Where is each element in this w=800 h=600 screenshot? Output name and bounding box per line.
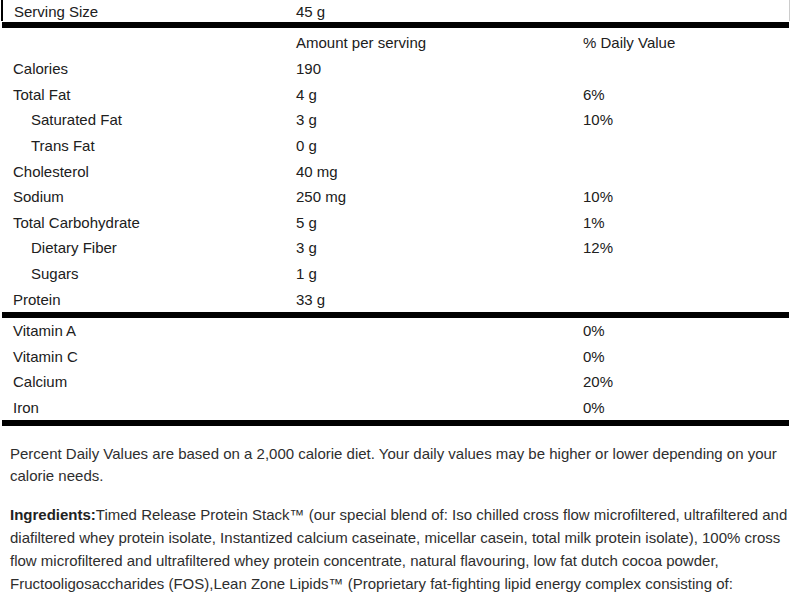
table-row: Iron 0% [0,395,800,421]
nutrient-amount: 3 g [296,239,583,256]
nutrient-label: Vitamin A [0,322,296,339]
nutrient-amount: 1 g [296,265,583,282]
table-right-border [789,0,790,21]
table-row: Dietary Fiber 3 g 12% [0,235,800,261]
daily-value-header: % Daily Value [583,34,800,51]
nutrient-label: Sugars [0,265,296,282]
amount-per-serving-header: Amount per serving [296,34,583,51]
nutrient-amount: 5 g [296,214,583,231]
table-row: Vitamin A 0% [0,318,800,344]
nutrient-amount: 40 mg [296,163,583,180]
thick-divider-bottom [2,420,789,426]
table-row: Sugars 1 g [0,261,800,287]
serving-size-value: 45 g [296,3,583,20]
nutrient-dv: 0% [583,348,800,365]
nutrient-label: Trans Fat [0,137,296,154]
nutrition-facts-table: Serving Size 45 g Amount per serving % D… [0,0,800,426]
nutrient-amount: 250 mg [296,188,583,205]
table-row: Calories 190 [0,56,800,82]
nutrient-amount: 33 g [296,291,583,308]
table-row: Protein 33 g [0,286,800,312]
nutrient-amount: 3 g [296,111,583,128]
table-row: Total Fat 4 g 6% [0,82,800,108]
ingredients-paragraph: Ingredients:Timed Release Protein Stack™… [10,503,790,600]
nutrient-label: Dietary Fiber [0,239,296,256]
table-row: Saturated Fat 3 g 10% [0,107,800,133]
daily-values-footnote: Percent Daily Values are based on a 2,00… [10,443,790,487]
column-header-row: Amount per serving % Daily Value [0,28,800,56]
table-row: Cholesterol 40 mg [0,158,800,184]
nutrient-label: Protein [0,291,296,308]
micronutrient-rows-section: Vitamin A 0% Vitamin C 0% Calcium 20% Ir… [0,318,800,420]
serving-size-label: Serving Size [0,3,296,20]
table-row: Calcium 20% [0,369,800,395]
nutrient-dv: 0% [583,322,800,339]
nutrient-label: Iron [0,399,296,416]
nutrient-dv: 20% [583,373,800,390]
nutrient-amount: 190 [296,60,583,77]
nutrient-dv: 12% [583,239,800,256]
nutrient-label: Vitamin C [0,348,296,365]
nutrient-dv: 1% [583,214,800,231]
nutrient-label: Total Carbohydrate [0,214,296,231]
nutrient-label: Total Fat [0,86,296,103]
nutrient-dv: 6% [583,86,800,103]
nutrient-amount: 4 g [296,86,583,103]
nutrient-dv: 10% [583,111,800,128]
nutrient-dv: 0% [583,399,800,416]
nutrient-label: Saturated Fat [0,111,296,128]
serving-size-row: Serving Size 45 g [0,0,800,22]
nutrient-rows-section: Calories 190 Total Fat 4 g 6% Saturated … [0,56,800,312]
nutrient-dv: 10% [583,188,800,205]
nutrient-label: Calories [0,60,296,77]
table-row: Trans Fat 0 g [0,133,800,159]
table-row: Sodium 250 mg 10% [0,184,800,210]
table-row: Total Carbohydrate 5 g 1% [0,210,800,236]
nutrient-label: Calcium [0,373,296,390]
table-row: Vitamin C 0% [0,344,800,370]
ingredients-label: Ingredients: [10,506,96,523]
nutrient-label: Cholesterol [0,163,296,180]
table-left-border [1,0,3,21]
nutrient-label: Sodium [0,188,296,205]
nutrient-amount: 0 g [296,137,583,154]
ingredients-text: Timed Release Protein Stack™ (our specia… [10,506,787,600]
